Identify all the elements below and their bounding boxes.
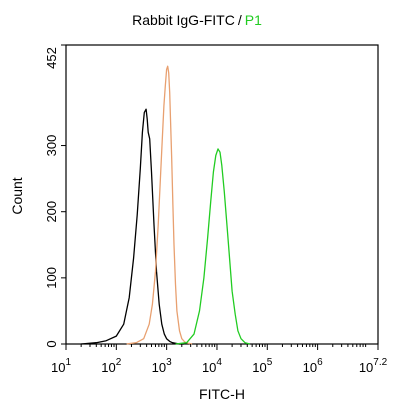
series-2-curve	[126, 65, 193, 345]
title-part-1: Rabbit IgG-FITC	[132, 12, 235, 28]
y-tick-label: 200	[44, 201, 59, 223]
x-tick-label: 103	[152, 357, 172, 375]
title-part-3: P1	[245, 12, 262, 28]
x-axis: 101 102 103 104 105 106 107.2	[51, 344, 388, 375]
y-axis: 0 100 200 300 452	[44, 44, 66, 348]
y-tick-label: 300	[44, 135, 59, 157]
y-axis-label: Count	[9, 177, 25, 214]
x-tick-label: 104	[202, 357, 222, 375]
series-1-curve	[81, 108, 184, 345]
x-tick-label: 102	[101, 357, 121, 375]
title-part-2: /	[238, 12, 242, 28]
plot-frame	[65, 44, 379, 345]
y-tick-label: 452	[44, 47, 59, 69]
x-tick-label: 107.2	[359, 357, 388, 375]
series-3-curve	[175, 148, 250, 345]
chart-title: Rabbit IgG-FITC / P1	[132, 12, 262, 28]
y-tick-label: 0	[44, 340, 59, 347]
x-tick-label: 105	[252, 357, 272, 375]
x-tick-label: 106	[303, 357, 323, 375]
y-tick-label: 100	[44, 267, 59, 289]
x-axis-label: FITC-H	[199, 386, 245, 402]
histogram-curves	[81, 65, 250, 345]
x-tick-label: 101	[51, 357, 71, 375]
